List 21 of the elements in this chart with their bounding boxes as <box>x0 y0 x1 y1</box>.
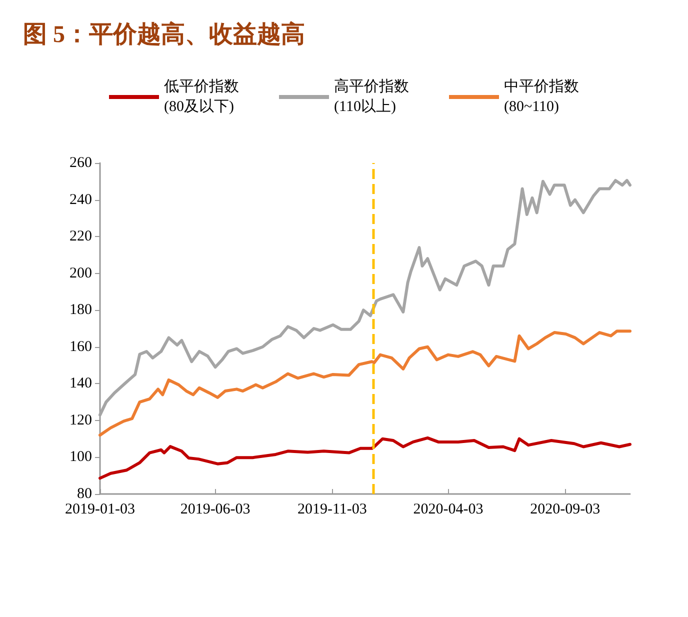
y-tick-label: 220 <box>70 228 92 245</box>
y-tick-label: 180 <box>70 302 92 318</box>
legend-label: 低平价指数 (80及以下) <box>164 78 239 115</box>
y-tick-label: 160 <box>70 338 92 355</box>
y-tick-label: 240 <box>70 192 92 208</box>
y-tick-label: 200 <box>70 265 92 282</box>
x-tick-label: 2019-06-03 <box>180 502 250 518</box>
y-tick-label: 140 <box>70 376 92 392</box>
line-series <box>98 330 632 437</box>
y-tick-label: 120 <box>70 412 92 428</box>
y-tick-label: 100 <box>70 449 92 466</box>
x-tick-label: 2019-11-03 <box>297 502 367 518</box>
chart-title: 图 5：平价越高、收益越高 <box>23 20 305 48</box>
y-tick-label: 260 <box>70 155 92 171</box>
legend-label: 高平价指数 (110以上) <box>334 78 409 115</box>
legend-label: 中平价指数 (80~110) <box>504 78 579 115</box>
x-tick-label: 2019-01-03 <box>65 502 135 518</box>
line-series <box>98 436 632 480</box>
x-tick-label: 2020-04-03 <box>413 502 484 518</box>
x-tick-label: 2020-09-03 <box>530 502 600 518</box>
y-tick-label: 80 <box>77 486 92 502</box>
